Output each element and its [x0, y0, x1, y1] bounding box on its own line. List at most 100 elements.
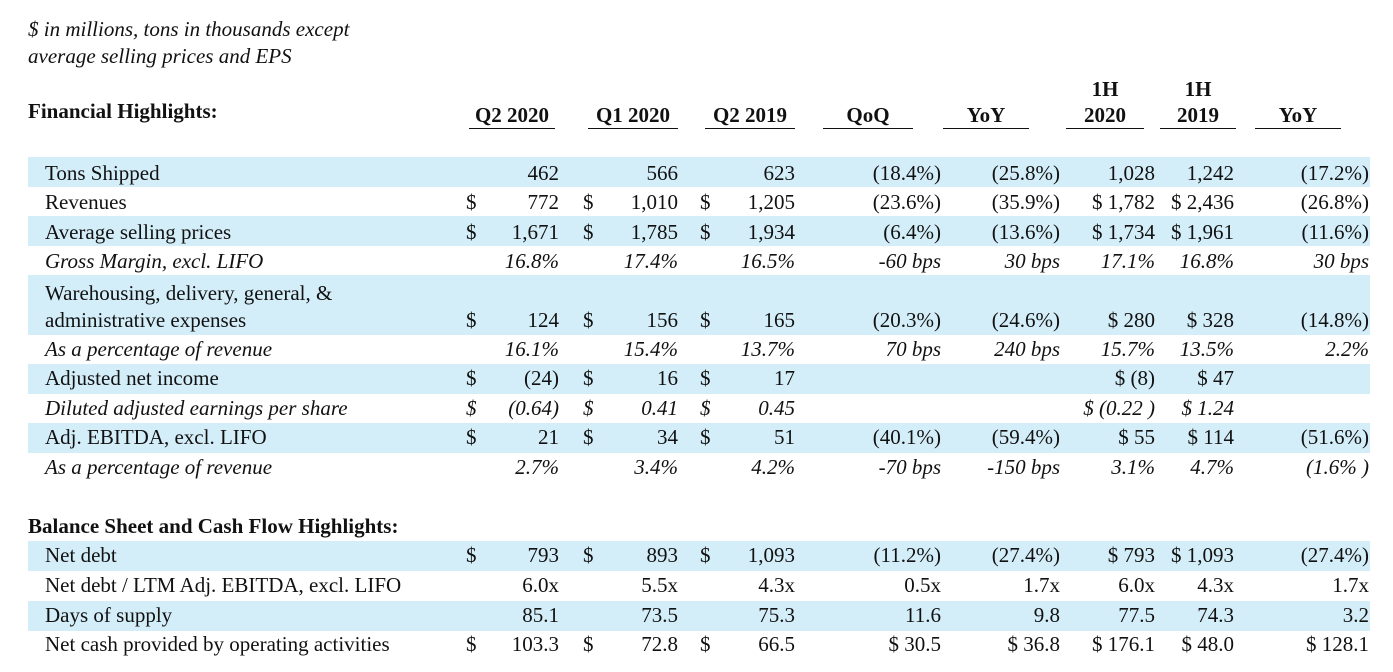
table-cell: $ 280: [1107, 308, 1155, 332]
table-cell: (51.6%): [1300, 425, 1369, 449]
table-row: Net debt / LTM Adj. EBITDA, excl. LIFO 6.…: [28, 571, 1370, 600]
table-cell: (13.6%): [991, 220, 1060, 244]
column-header-line2: Q2 2019: [712, 103, 788, 127]
column-header-line1: 1H: [1091, 77, 1119, 101]
table-cell: (25.8%): [991, 161, 1060, 185]
row-label: Days of supply: [45, 603, 173, 627]
column-header-line2: Q1 2020: [595, 103, 671, 127]
table-cell: $: [583, 543, 594, 567]
table-cell: $ 1,093: [1171, 543, 1234, 567]
table-cell: 16.8%: [1179, 249, 1234, 273]
row-band: [28, 275, 1370, 335]
table-row: Diluted adjusted earnings per share $ (0.6…: [28, 394, 1370, 423]
table-cell: $: [583, 220, 594, 244]
table-cell: 772: [527, 190, 560, 214]
table-cell: 15.7%: [1100, 337, 1155, 361]
table-cell: (24.6%): [991, 308, 1060, 332]
table-cell: 16: [657, 366, 678, 390]
table-cell: $ 128.1: [1306, 632, 1369, 656]
column-header-line2: Q2 2020: [474, 103, 550, 127]
table-cell: 893: [646, 543, 679, 567]
column-header-line1: 1H: [1184, 77, 1212, 101]
table-cell: $ 793: [1107, 543, 1155, 567]
column-header-line2: YoY: [966, 103, 1006, 127]
table-cell: 623: [763, 161, 796, 185]
table-cell: 51: [774, 425, 795, 449]
table-cell: 3.1%: [1111, 455, 1155, 479]
table-cell: 1,010: [630, 190, 678, 214]
table-row: Days of supply 85.1 73.5 75.3 11.6 9.8 77.5 74.…: [28, 601, 1370, 630]
table-cell: 103.3: [511, 632, 559, 656]
table-cell: 2.2%: [1325, 337, 1369, 361]
table-cell: $: [700, 543, 711, 567]
table-cell: 74.3: [1197, 603, 1234, 627]
table-cell: 16.1%: [504, 337, 559, 361]
table-row: Gross Margin, excl. LIFO 16.8% 17.4% 16.5% -…: [28, 247, 1370, 276]
column-header-8: YoY: [1255, 74, 1341, 129]
table-cell: $ 328: [1186, 308, 1234, 332]
table-cell: 6.0x: [1118, 573, 1155, 597]
table-row: Tons Shipped 462 566 623 (18.4%) (25.8%) 1,028…: [28, 159, 1370, 188]
row-label: Adjusted net income: [45, 366, 219, 390]
table-cell: 1,093: [747, 543, 795, 567]
table-cell: (18.4%): [872, 161, 941, 185]
table-cell: 1.7x: [1332, 573, 1369, 597]
row-label: Net debt / LTM Adj. EBITDA, excl. LIFO: [45, 573, 402, 597]
row-band: [28, 601, 1370, 631]
table-cell: 1,785: [630, 220, 678, 244]
table-cell: 4.2%: [751, 455, 795, 479]
table-cell: $: [700, 220, 711, 244]
table-cell: (6.4%): [883, 220, 941, 244]
table-cell: 9.8: [1033, 603, 1060, 627]
column-header-2: Q1 2020: [588, 74, 678, 129]
column-header-line2: QoQ: [846, 103, 890, 127]
table-cell: 0.5x: [904, 573, 941, 597]
row-band: [28, 423, 1370, 453]
table-cell: (0.64): [508, 396, 559, 420]
table-row: As a percentage of revenue 2.7% 3.4% 4.2% -7…: [28, 453, 1370, 482]
table-cell: $: [583, 396, 594, 420]
row-label: As a percentage of revenue: [45, 455, 273, 479]
table-cell: 462: [527, 161, 560, 185]
table-cell: $ 55: [1118, 425, 1155, 449]
table-cell: 30 bps: [1004, 249, 1060, 273]
table-cell: (40.1%): [872, 425, 941, 449]
table-cell: -60 bps: [878, 249, 941, 273]
table-cell: $ 36.8: [1007, 632, 1061, 656]
table-row: Net cash provided by operating activitie…: [28, 630, 1370, 659]
table-cell: 2.7%: [515, 455, 559, 479]
table-cell: $ (8): [1114, 366, 1155, 390]
table-cell: 1.7x: [1023, 573, 1060, 597]
table-cell: 17.4%: [623, 249, 678, 273]
table-cell: (59.4%): [991, 425, 1060, 449]
table-cell: 34: [657, 425, 678, 449]
table-cell: 70 bps: [885, 337, 941, 361]
table-cell: $: [700, 396, 711, 420]
table-cell: 0.45: [758, 396, 795, 420]
table-cell: $: [583, 190, 594, 214]
table-cell: 3.4%: [634, 455, 678, 479]
row-band: [28, 364, 1370, 394]
table-row: Warehousing, delivery, general, & adminis…: [28, 281, 1370, 335]
table-cell: $: [466, 220, 477, 244]
table-cell: $ 176.1: [1092, 632, 1155, 656]
table-row: As a percentage of revenue 16.1% 15.4% 13.7…: [28, 335, 1370, 364]
table-cell: $ 114: [1187, 425, 1234, 449]
column-header-line2: 2020: [1084, 103, 1126, 127]
table-cell: $ 47: [1197, 366, 1234, 390]
table-cell: $: [700, 308, 711, 332]
table-cell: 16.8%: [504, 249, 559, 273]
table-cell: 156: [646, 308, 679, 332]
table-cell: $: [466, 632, 477, 656]
table-cell: 240 bps: [994, 337, 1060, 361]
table-cell: $: [700, 425, 711, 449]
column-header-6: 1H 2020: [1066, 74, 1144, 129]
row-label: Net debt: [45, 543, 117, 567]
table-cell: $ 48.0: [1181, 632, 1235, 656]
column-header-5: YoY: [943, 74, 1029, 129]
table-cell: (11.6%): [1301, 220, 1369, 244]
table-cell: 6.0x: [522, 573, 559, 597]
table-cell: 13.7%: [740, 337, 795, 361]
table-cell: 4.7%: [1190, 455, 1234, 479]
table-row: Average selling prices $1,671 $1,785 $1,934…: [28, 218, 1370, 247]
